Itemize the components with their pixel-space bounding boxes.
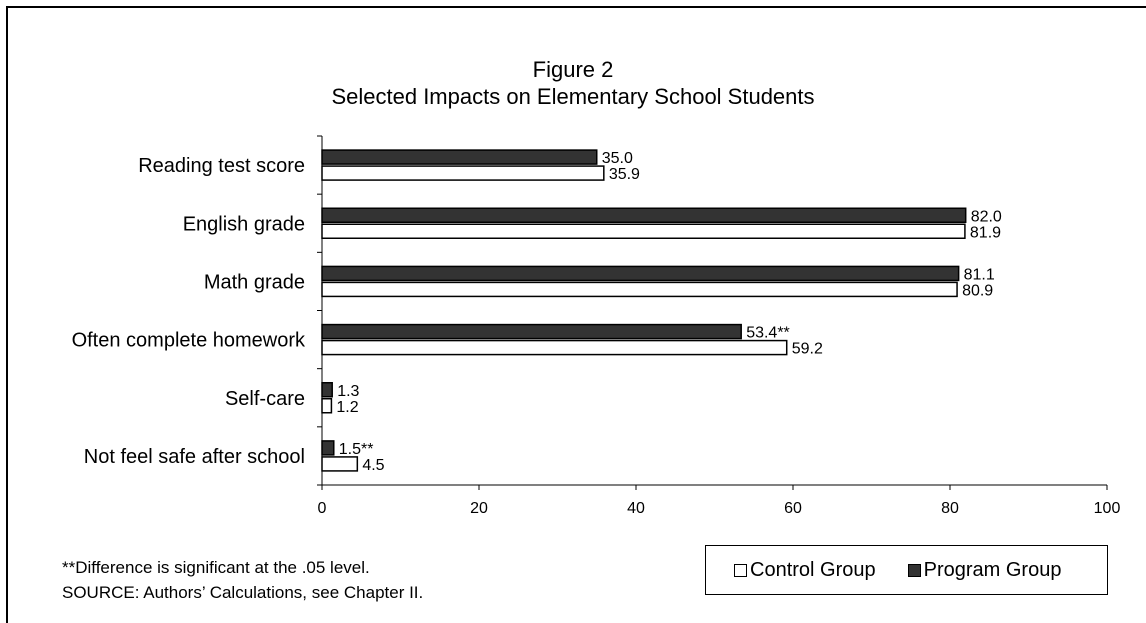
category-label: English grade (183, 213, 305, 235)
data-label-program: 53.4** (746, 325, 790, 342)
bar-program (321, 149, 598, 165)
x-tick-label: 20 (470, 500, 488, 517)
bar-control (321, 456, 359, 472)
legend-label-control: Control Group (750, 558, 876, 581)
category-label: Reading test score (138, 155, 305, 177)
x-tick-label: 100 (1094, 500, 1121, 517)
data-label-program: 81.1 (964, 266, 995, 283)
legend-item-control: Control Group (734, 559, 876, 582)
data-label-control: 59.2 (792, 341, 823, 358)
bar-control (321, 281, 958, 298)
bar-program (321, 440, 335, 456)
category-label: Not feel safe after school (84, 446, 305, 468)
bar-control (321, 398, 333, 414)
data-label-program: 82.0 (971, 208, 1002, 225)
legend-swatch-program (907, 563, 921, 577)
bar-control (321, 223, 966, 239)
legend-item-program: Program Group (907, 558, 1062, 582)
data-label-control: 35.9 (609, 166, 640, 183)
bar-program (321, 323, 742, 340)
data-label-control: 81.9 (970, 224, 1001, 241)
bar-control (321, 339, 788, 356)
bar-program (321, 207, 967, 223)
category-label: Self-care (225, 388, 305, 410)
bar-program (321, 382, 333, 398)
data-label-control: 80.9 (962, 282, 993, 299)
data-label-program: 1.5** (339, 441, 374, 458)
legend-label-program: Program Group (923, 558, 1062, 581)
x-tick-label: 60 (784, 500, 802, 517)
legend: Control Group Program Group (705, 545, 1108, 595)
data-label-control: 4.5 (362, 457, 384, 474)
x-tick-label: 40 (627, 500, 645, 517)
bar-control (321, 165, 605, 181)
bar-program (321, 265, 960, 282)
significance-note: **Difference is significant at the .05 l… (62, 558, 370, 577)
x-tick-label: 80 (941, 500, 959, 517)
category-label: Math grade (204, 271, 305, 293)
chart-subtitle: Selected Impacts on Elementary School St… (331, 84, 815, 109)
legend-swatch-control (734, 563, 747, 577)
chart-title: Figure 2 (532, 57, 614, 82)
data-label-program: 35.0 (602, 150, 633, 167)
source-note: SOURCE: Authors’ Calculations, see Chapt… (62, 583, 424, 602)
x-tick-label: 0 (318, 500, 327, 517)
chart-frame (6, 6, 1146, 623)
category-label: Often complete homework (72, 330, 306, 352)
data-label-program: 1.3 (337, 383, 359, 400)
data-label-control: 1.2 (336, 399, 358, 416)
